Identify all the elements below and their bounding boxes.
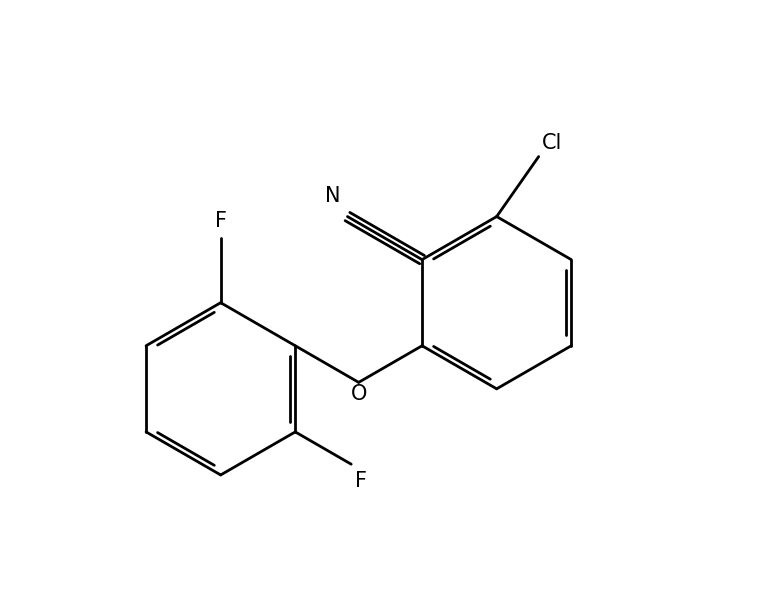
Text: Cl: Cl: [542, 133, 562, 153]
Text: N: N: [325, 186, 341, 206]
Text: O: O: [350, 384, 367, 404]
Text: F: F: [355, 471, 366, 491]
Text: F: F: [215, 211, 226, 231]
